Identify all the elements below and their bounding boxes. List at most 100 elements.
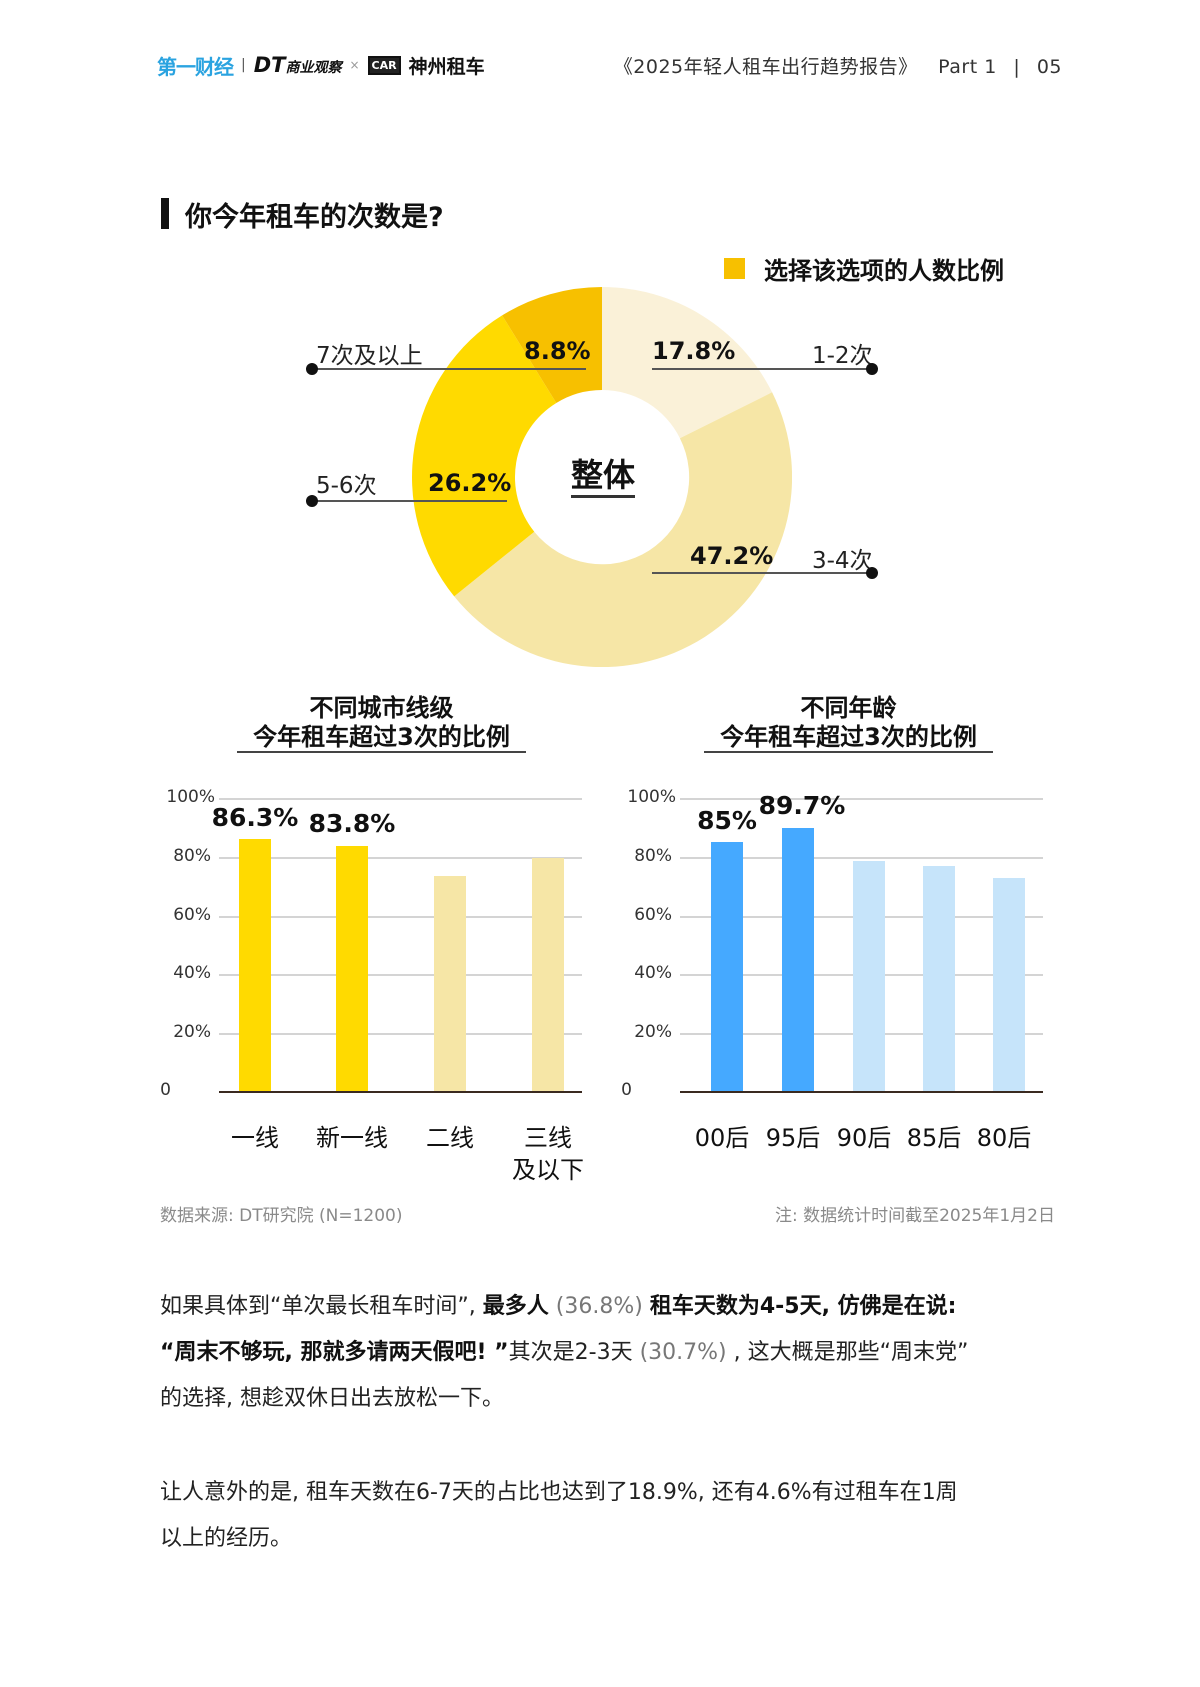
leader-dot-3-4 (866, 567, 878, 579)
city-grid-60 (219, 916, 582, 918)
logo-car-box: CAR (367, 55, 401, 75)
leader-dot-1-2 (866, 363, 878, 375)
city-ytick-40: 40% (173, 963, 211, 983)
p1-bold: 最多人 (482, 1294, 549, 1319)
donut-segment-5-6 (412, 315, 557, 597)
age-ytick-80: 80% (634, 846, 672, 866)
age-bar-00s (711, 842, 743, 1092)
city-cat-tier3-line1: 三线 (524, 1124, 572, 1152)
paragraph-1-line-3: 的选择, 想趁双休日出去放松一下。 (160, 1386, 504, 1411)
age-cat-80s: 80后 (976, 1124, 1032, 1152)
paragraph-1-line-2: “周末不够玩, 那就多请两天假吧! ”其次是2-3天 (30.7%) , 这大概… (160, 1330, 968, 1376)
age-grid-100 (680, 798, 1043, 800)
p1-text-3: , 这大概是那些“周末党” (726, 1340, 969, 1365)
logo-car-text: 神州租车 (408, 55, 485, 78)
donut-center-label: 整体 (571, 455, 636, 498)
logo-dt-sub: 商业观察 (285, 60, 342, 76)
leader-line-5-6 (314, 500, 507, 502)
pct-3-4: 47.2% (690, 542, 774, 570)
age-ytick-100: 100% (627, 787, 676, 807)
age-bar-90s (853, 861, 885, 1092)
age-chart-title-line1: 不同年龄 (800, 694, 897, 722)
city-cat-tier1: 一线 (231, 1124, 279, 1152)
city-grid-80 (219, 857, 582, 859)
city-bar-tier2 (434, 876, 466, 1092)
p1-text: 如果具体到“单次最长租车时间”, (160, 1294, 483, 1319)
city-cat-tier3-line2: 及以下 (512, 1156, 584, 1184)
report-header-right: 《2025年轻人租车出行趋势报告》 Part 1 | 05 (596, 52, 1062, 79)
city-bar-new-tier1 (336, 846, 368, 1092)
label-1-2: 1-2次 (812, 343, 873, 369)
data-time-note: 注: 数据统计时间截至2025年1月2日 (774, 1206, 1055, 1226)
paragraph-2: 让人意外的是, 租车天数在6-7天的占比也达到了18.9%, 还有4.6%有过租… (160, 1470, 958, 1562)
leader-dot-5-6 (306, 495, 318, 507)
city-grid-20 (219, 1033, 582, 1035)
part-label: Part 1 (938, 56, 997, 78)
age-ytick-0: 0 (621, 1080, 632, 1100)
data-source-note: 数据来源: DT研究院 (N=1200) (160, 1206, 403, 1226)
city-cat-tier3-below: 三线 及以下 (498, 1122, 598, 1186)
header: 第一财经 | DT商业观察 × CAR 神州租车 (157, 50, 1057, 80)
logo-yicai: 第一财经 (157, 54, 234, 79)
logo-dt-main: DT (253, 53, 286, 77)
city-bar-tier1 (239, 839, 271, 1092)
city-cat-tier2: 二线 (426, 1124, 474, 1152)
p1-quote: “周末不够玩, 那就多请两天假吧! ” (160, 1340, 509, 1365)
city-bar-tier3-below (532, 858, 564, 1092)
leader-line-3-4 (652, 572, 872, 574)
age-grid-80 (680, 857, 1043, 859)
pct-1-2: 17.8% (652, 337, 736, 365)
logo-separator: | (241, 57, 246, 73)
age-cat-00s: 00后 (694, 1124, 750, 1152)
age-cat-85s: 85后 (906, 1124, 962, 1152)
donut-segment-3-4 (454, 392, 792, 667)
label-5-6: 5-6次 (316, 473, 377, 499)
legend-swatch (724, 258, 745, 279)
city-grid-40 (219, 974, 582, 976)
collab-cross: × (349, 58, 360, 72)
city-chart-title-underline (237, 751, 526, 753)
age-chart-title: 不同年龄 今年租车超过3次的比例 (700, 694, 997, 752)
label-7plus: 7次及以上 (316, 343, 423, 369)
pct-7plus: 8.8% (524, 337, 591, 365)
city-value-new-tier1: 83.8% (308, 809, 396, 838)
leader-dot-7plus (306, 363, 318, 375)
logo-dt: DT商业观察 (254, 53, 342, 77)
city-baseline (219, 1091, 582, 1093)
donut-chart (412, 287, 792, 667)
p1-bold-2: 租车天数为4-5天, 仿佛是在说: (649, 1294, 957, 1319)
city-chart-title-line1: 不同城市线级 (309, 694, 454, 722)
paragraph-2-line-2: 以上的经历。 (160, 1526, 293, 1551)
city-ytick-100: 100% (166, 787, 215, 807)
city-cat-new-tier1: 新一线 (316, 1124, 388, 1152)
age-value-95s: 89.7% (758, 791, 846, 820)
title-accent-bar (161, 198, 169, 229)
page-number: 05 (1036, 56, 1062, 78)
city-chart-title-line2: 今年租车超过3次的比例 (253, 723, 510, 751)
label-3-4: 3-4次 (812, 548, 873, 574)
donut-segment-1-2 (602, 287, 773, 439)
age-chart-title-underline (704, 751, 993, 753)
age-ytick-60: 60% (634, 905, 672, 925)
city-ytick-60: 60% (173, 905, 211, 925)
age-chart-title-line2: 今年租车超过3次的比例 (720, 723, 977, 751)
p1-stat-36-8: (36.8%) (548, 1294, 650, 1319)
p1-text-2: 其次是2-3天 (508, 1340, 640, 1365)
age-baseline (680, 1091, 1043, 1093)
leader-line-7plus (314, 368, 586, 370)
city-chart-title: 不同城市线级 今年租车超过3次的比例 (233, 694, 530, 752)
city-chart: 100% 80% 60% 40% 20% 0 86.3% 83.8% (155, 787, 595, 1110)
age-ytick-20: 20% (634, 1022, 672, 1042)
age-bar-85s (923, 866, 955, 1092)
age-bar-80s (993, 878, 1025, 1092)
page-title: 你今年租车的次数是? (185, 202, 444, 233)
paragraph-1-line-1: 如果具体到“单次最长租车时间”, 最多人 (36.8%) 租车天数为4-5天, … (160, 1284, 968, 1330)
city-ytick-20: 20% (173, 1022, 211, 1042)
report-title: 《2025年轻人租车出行趋势报告》 (613, 56, 918, 78)
p1-stat-30-7: (30.7%) (639, 1340, 727, 1365)
city-ytick-80: 80% (173, 846, 211, 866)
leader-line-1-2 (652, 368, 872, 370)
brand-logos: 第一财经 | DT商业观察 × CAR 神州租车 (157, 50, 485, 80)
city-grid-100 (219, 798, 582, 800)
donut-segment-7plus (502, 287, 602, 403)
